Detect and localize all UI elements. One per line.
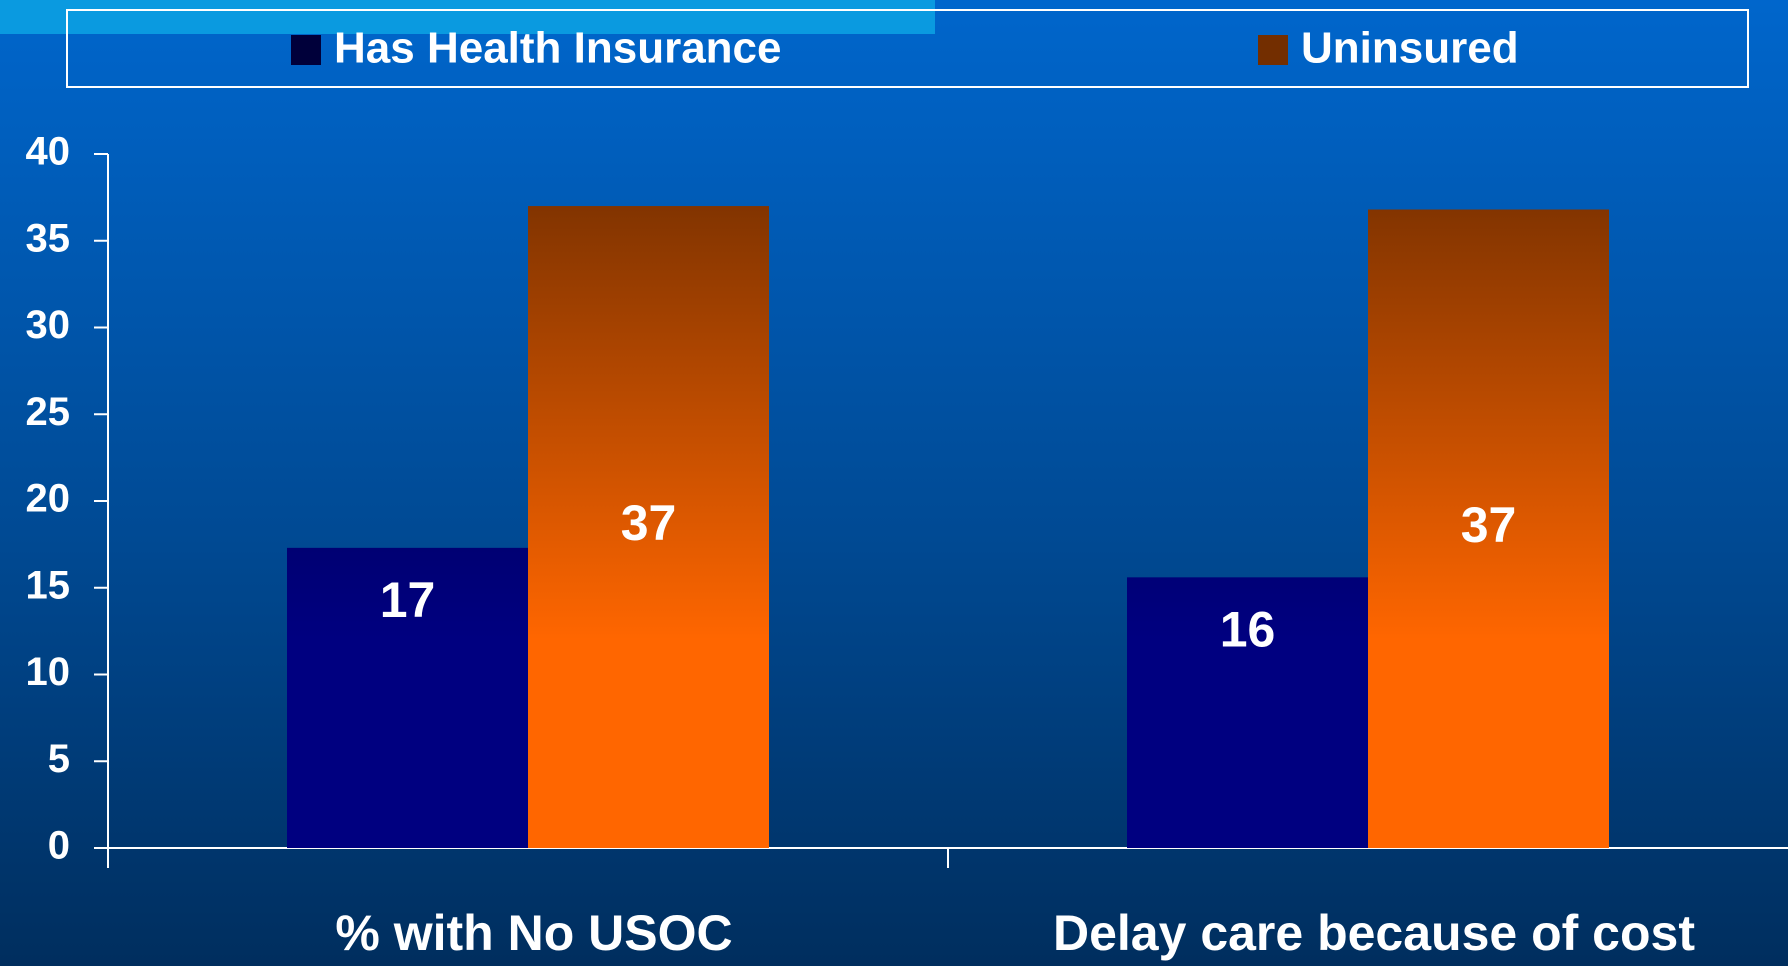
y-tick-label: 15: [26, 563, 71, 607]
bar: [1127, 577, 1368, 848]
legend-swatch: [1258, 35, 1288, 65]
legend-box: [66, 9, 1749, 88]
bar: [287, 547, 528, 848]
y-tick-label: 5: [48, 737, 70, 781]
y-tick-label: 30: [26, 303, 71, 347]
x-tick-label: % with No USOC: [335, 905, 732, 961]
x-tick-label: Delay care because of cost: [1053, 905, 1695, 961]
data-label: 16: [1220, 602, 1276, 658]
bar: [1368, 209, 1609, 848]
legend-swatch: [291, 35, 321, 65]
header-strip: [0, 0, 935, 34]
plot-area: 0 5 10 15 20 25 30 35 40 % with No USOC 17 37 Delay …: [26, 130, 1788, 961]
y-tick-label: 35: [26, 216, 71, 260]
data-label: 37: [1461, 497, 1517, 553]
bar: [528, 206, 769, 849]
data-label: 37: [621, 495, 677, 551]
y-tick-label: 40: [26, 130, 71, 174]
y-tick-label: 20: [26, 477, 71, 521]
data-label: 17: [380, 572, 436, 628]
legend-label: Uninsured: [1301, 24, 1519, 73]
y-tick-label: 10: [26, 650, 71, 694]
y-tick-label: 25: [26, 390, 71, 434]
legend: Has Health Insurance Uninsured: [291, 24, 1519, 73]
legend-label: Has Health Insurance: [334, 24, 782, 73]
y-tick-label: 0: [48, 824, 70, 868]
